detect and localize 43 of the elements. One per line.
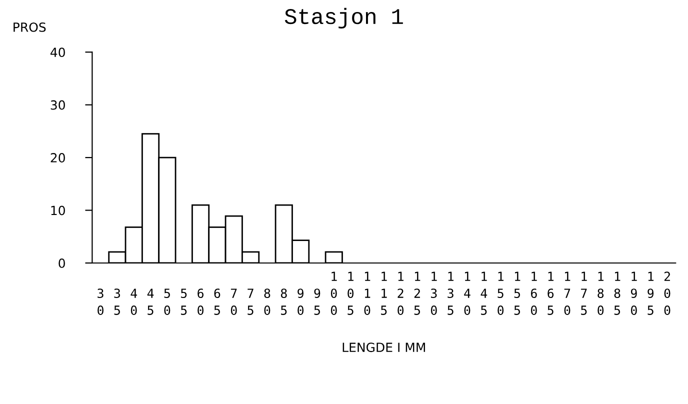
- y-axis-title: PROS: [14, 22, 46, 32]
- x-tick-label: 1 2 5: [414, 272, 420, 315]
- y-tick-label: 40: [50, 48, 65, 58]
- x-tick-label: 1 2 0: [398, 272, 404, 315]
- x-tick-label: 1 0 0: [330, 272, 337, 315]
- x-tick-label: 1 1 5: [381, 272, 387, 315]
- x-tick-label: 1 4 5: [480, 272, 488, 315]
- x-tick-label: 4 0: [130, 288, 138, 315]
- x-tick-label: 1 5 5: [514, 272, 520, 315]
- x-tick-label: 8 0: [264, 288, 270, 315]
- x-tick-label: 1 7 0: [564, 272, 570, 315]
- y-tick-label: 0: [58, 258, 65, 268]
- x-tick-label: 1 5 0: [498, 272, 504, 315]
- x-tick-label: 6 0: [198, 288, 204, 315]
- x-tick-label: 2 0 0: [664, 272, 670, 315]
- x-tick-label: 1 8 5: [614, 272, 620, 315]
- x-tick-label: 1 6 0: [530, 272, 537, 315]
- x-tick-label: 1 8 0: [598, 272, 604, 315]
- x-tick-label: 3 5: [114, 288, 120, 315]
- x-tick-label: 1 3 0: [430, 272, 437, 315]
- x-tick-label: 4 5: [147, 288, 154, 315]
- x-tick-label: 5 0: [164, 288, 170, 315]
- x-tick-label: 1 7 5: [581, 272, 587, 315]
- x-tick-label: 1 4 0: [464, 272, 470, 315]
- x-tick-label: 7 5: [248, 288, 254, 315]
- x-tick-label: 8 5: [280, 288, 287, 315]
- x-tick-label: 7 0: [230, 288, 237, 315]
- x-tick-label: 6 5: [214, 288, 220, 315]
- y-tick-label: 20: [50, 153, 65, 162]
- x-tick-label: 1 3 5: [448, 272, 454, 315]
- x-tick-label: 5 5: [180, 288, 187, 315]
- x-tick-label: 9 5: [314, 288, 320, 315]
- x-tick-label: 3 0: [98, 288, 104, 315]
- chart-title: Stasjon 1: [284, 8, 403, 29]
- x-tick-label: 1 6 5: [548, 272, 554, 315]
- y-tick-label: 10: [51, 206, 65, 216]
- x-tick-label: 9 0: [298, 288, 304, 315]
- x-tick-label: 1 0 5: [348, 272, 354, 315]
- y-tick-label: 30: [50, 100, 65, 110]
- x-tick-label: 1 9 0: [630, 272, 637, 315]
- x-axis-title: LENGDE I MM: [342, 342, 425, 352]
- x-tick-label: 1 1 0: [364, 272, 370, 315]
- x-tick-label: 1 9 5: [648, 272, 654, 315]
